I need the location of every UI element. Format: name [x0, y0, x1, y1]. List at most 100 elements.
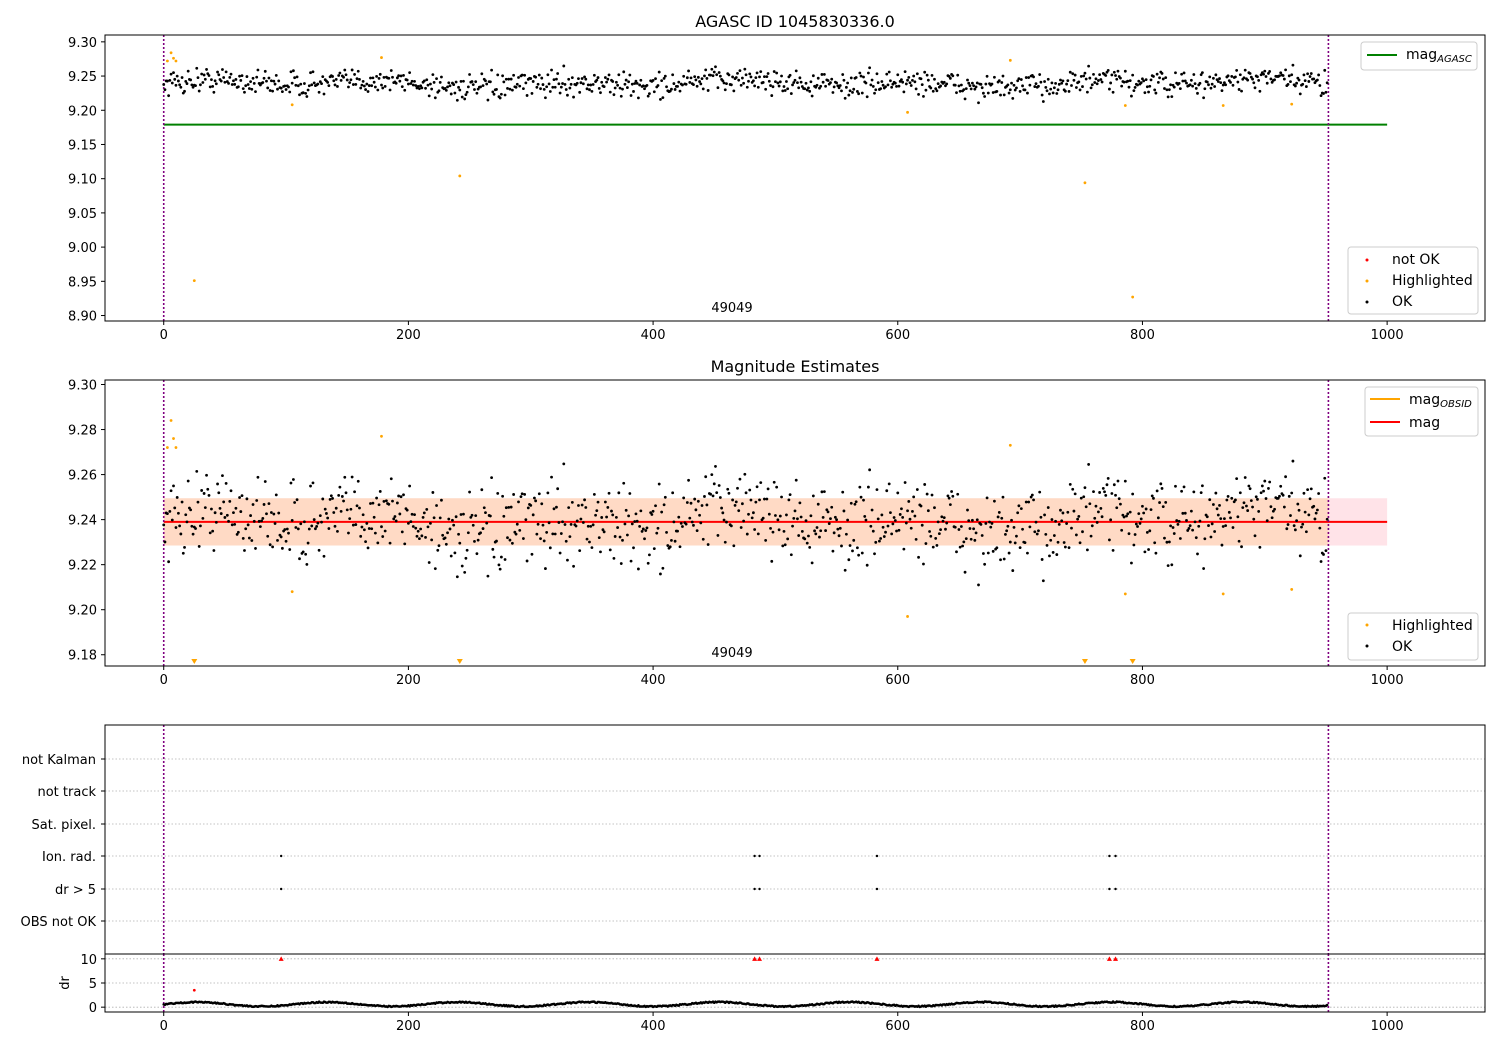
ok-point [190, 83, 194, 87]
ok-point [1111, 549, 1115, 552]
ok-point [422, 79, 426, 83]
ok-point [457, 532, 460, 536]
ok-point [440, 498, 443, 502]
ok-point [885, 489, 889, 493]
ok-point [956, 73, 960, 77]
ok-point [458, 88, 462, 92]
ok-point [715, 73, 719, 77]
ok-point [475, 552, 479, 556]
ok-point [659, 98, 662, 101]
ok-point [179, 85, 183, 89]
ok-point [402, 73, 405, 77]
ok-point [1008, 88, 1012, 92]
ok-point [652, 547, 656, 551]
ok-point [250, 87, 254, 91]
ok-point [338, 485, 342, 489]
ok-point [842, 509, 846, 513]
ok-point [1034, 82, 1038, 86]
ok-point [1324, 549, 1328, 553]
ok-point [486, 98, 490, 102]
ok-point [370, 527, 374, 531]
ok-point [484, 79, 487, 83]
legend-marker [1365, 300, 1369, 304]
ok-point [162, 523, 166, 527]
ok-point [678, 545, 682, 549]
ok-point [619, 94, 623, 98]
ok-point [588, 540, 591, 544]
ok-point [869, 524, 873, 528]
ok-point [1185, 519, 1188, 522]
ok-point [939, 528, 942, 532]
ok-point [211, 529, 215, 533]
ok-point [923, 70, 927, 74]
ok-point [944, 527, 947, 531]
ok-point [723, 540, 727, 544]
ok-point [991, 549, 995, 553]
ok-point [865, 563, 869, 567]
ok-point [481, 84, 485, 88]
ok-point [622, 70, 626, 74]
ok-point [782, 85, 786, 88]
ok-point [1300, 525, 1303, 529]
ok-point [912, 495, 916, 499]
ok-point [862, 498, 865, 502]
ok-point [1012, 525, 1016, 529]
ok-point [959, 83, 963, 87]
ok-point [256, 68, 260, 72]
ok-point [1284, 475, 1287, 479]
ok-point [349, 78, 353, 82]
ok-point [312, 81, 316, 85]
ok-point [931, 545, 935, 549]
ok-point [292, 478, 295, 481]
ok-point [331, 75, 334, 78]
ok-point [716, 86, 720, 90]
ok-point [646, 561, 650, 565]
ok-point [585, 87, 589, 91]
ok-point [371, 501, 375, 505]
ok-point [893, 81, 897, 85]
ok-point [1114, 74, 1117, 77]
ok-point [203, 77, 207, 81]
ok-point [394, 519, 398, 523]
ok-point [514, 532, 518, 536]
magnitude-panel: Magnitude Estimates 0 200 400 600 800 10009.1… [68, 357, 1486, 688]
ok-point [1264, 75, 1268, 78]
ok-point [1259, 73, 1263, 77]
ok-point [546, 73, 550, 77]
ok-point [979, 522, 983, 526]
ok-point [325, 512, 328, 515]
ok-point [178, 524, 182, 528]
ok-point [359, 534, 363, 538]
point-layer [279, 854, 1117, 891]
ok-point [424, 86, 427, 90]
ok-point [1167, 540, 1171, 544]
ok-point [399, 495, 403, 499]
ok-point [670, 87, 673, 91]
ok-point [1010, 81, 1013, 85]
ok-point [968, 527, 972, 530]
ok-point [180, 500, 184, 504]
ok-point [1078, 541, 1082, 545]
ok-point [592, 492, 596, 496]
ok-point [851, 90, 854, 94]
ok-point [1317, 73, 1321, 77]
ok-point [473, 539, 476, 543]
ok-point [763, 75, 766, 79]
ok-point [284, 539, 288, 543]
ok-point [486, 574, 490, 578]
ok-point [1098, 491, 1102, 494]
ok-point [268, 89, 272, 92]
ok-point [1026, 551, 1029, 555]
ok-point [178, 83, 182, 87]
ok-point [1027, 500, 1031, 504]
ok-point [657, 482, 661, 486]
ok-point [836, 84, 840, 88]
ok-point [624, 508, 628, 512]
ok-point [276, 87, 279, 91]
ok-point [305, 95, 309, 98]
ok-point [1307, 513, 1311, 517]
ok-point [501, 74, 505, 78]
ok-point [1325, 517, 1329, 521]
ok-point [426, 83, 430, 87]
ok-point [831, 549, 835, 553]
